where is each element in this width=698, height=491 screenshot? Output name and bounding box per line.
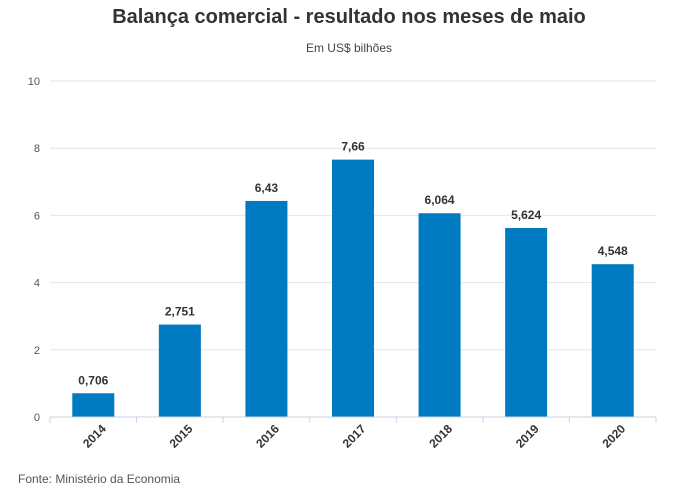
x-tick-label: 2015 [167,422,196,451]
bar-2019 [505,228,548,417]
data-label: 0,706 [78,373,108,387]
data-labels: 0,706 2,751 6,43 7,66 6,064 5,624 4,548 [78,140,628,388]
data-label: 6,064 [425,193,455,207]
data-label: 6,43 [255,181,279,195]
data-label: 4,548 [598,244,628,258]
y-tick-label: 6 [34,210,40,222]
chart-title: Balança comercial - resultado nos meses … [112,6,586,28]
bars [72,159,634,417]
x-axis: 2014 2015 2016 2017 2018 2019 2020 [49,416,657,451]
x-tick-label: 2018 [426,422,455,451]
x-tick-label: 2020 [599,422,628,451]
y-tick-label: 2 [34,345,40,357]
data-label: 2,751 [165,305,195,319]
y-tick-label: 10 [28,76,40,88]
bar-2014 [72,393,115,417]
bar-2017 [332,159,374,417]
y-tick-label: 8 [34,143,40,155]
bar-chart: 0 2 4 6 8 10 0,706 2,751 6,43 7,66 6,064 5,624 4,54… [28,76,657,451]
y-tick-label: 0 [34,412,40,424]
y-axis-ticks: 0 2 4 6 8 10 [28,76,40,424]
bar-2018 [418,213,461,417]
bar-2015 [158,324,201,417]
x-tick-label: 2017 [340,422,369,451]
data-label: 7,66 [341,140,365,154]
y-tick-label: 4 [34,278,40,290]
x-tick-label: 2016 [253,422,282,451]
source-note: Fonte: Ministério da Economia [18,472,181,486]
data-label: 5,624 [511,208,541,222]
x-tick-label: 2014 [80,422,109,451]
x-tick-label: 2019 [513,422,542,451]
bar-2016 [245,200,288,417]
chart-subtitle: Em US$ bilhões [305,41,393,55]
bar-2020 [591,264,634,417]
